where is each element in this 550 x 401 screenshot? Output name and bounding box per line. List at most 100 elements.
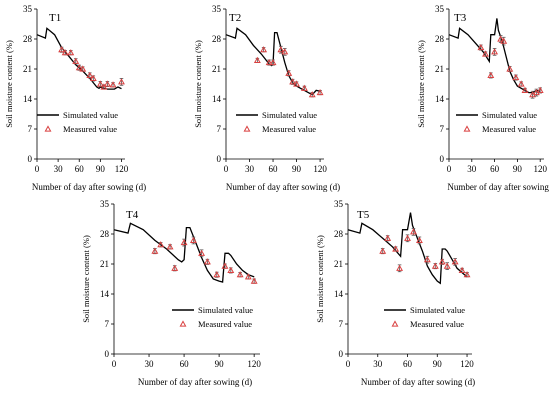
measured-point [451, 258, 459, 265]
measured-point [308, 91, 316, 98]
measured-point [396, 264, 404, 271]
y-tick-label: 14 [212, 94, 222, 104]
x-tick-label: 60 [403, 359, 413, 369]
measured-point [431, 262, 439, 269]
measured-point [265, 58, 273, 66]
measured-point [157, 241, 165, 248]
x-tick-label: 30 [145, 359, 155, 369]
measured-point [392, 245, 400, 252]
x-axis-title: Number of day after sowing (d) [447, 182, 550, 192]
measured-point [293, 80, 301, 87]
x-tick-label: 60 [75, 164, 85, 174]
y-tick-label: 28 [100, 229, 110, 239]
legend-measured-label: Measured value [198, 319, 252, 329]
x-tick-label: 0 [447, 164, 452, 174]
measured-point [410, 228, 417, 235]
measured-point [221, 262, 229, 269]
measured-point [260, 46, 268, 53]
measured-point [171, 264, 179, 271]
x-tick-label: 120 [115, 164, 129, 174]
measured-point [438, 258, 446, 265]
y-tick-label: 35 [23, 4, 33, 14]
measured-point [109, 81, 117, 88]
chart-panel-t1: 0 7 14 21 28 35 0 30 60 90 120 Soil moisture conten… [4, 4, 146, 192]
chart-panel-t4: 0 7 14 21 28 35 0 30 60 90 120 Soil moisture conten… [81, 199, 261, 387]
legend-measured-label: Measured value [262, 124, 316, 134]
y-tick-label: 14 [334, 289, 344, 299]
measured-point [497, 35, 505, 42]
measured-point [482, 50, 489, 57]
x-tick-label: 0 [35, 164, 40, 174]
y-tick-label: 28 [334, 229, 344, 239]
measured-point [96, 80, 104, 87]
x-tick-label: 90 [292, 164, 302, 174]
x-axis-title: Number of day after sowing (d) [32, 182, 146, 192]
x-tick-label: 90 [433, 359, 443, 369]
measured-point [180, 238, 188, 246]
x-axis-title: Number of day after sowing (d) [361, 377, 475, 387]
measured-point [463, 271, 471, 278]
x-tick-label: 120 [313, 164, 327, 174]
legend-marker-swatch [391, 320, 399, 327]
measured-point [86, 71, 94, 79]
measured-point [415, 236, 423, 244]
x-tick-label: 30 [245, 164, 255, 174]
measured-point [198, 249, 206, 256]
measured-point [118, 78, 125, 85]
measured-point [75, 64, 83, 71]
measured-point [316, 88, 324, 96]
y-tick-label: 7 [339, 319, 344, 329]
x-tick-label: 60 [180, 359, 190, 369]
measured-point [491, 48, 499, 55]
measured-point [477, 43, 485, 51]
y-tick-label: 7 [28, 124, 33, 134]
measured-point [277, 46, 285, 53]
measured-point [79, 65, 87, 72]
y-tick-label: 35 [334, 199, 344, 209]
chart-panel-t3: 0 7 14 21 28 35 0 30 60 90 120 Soil moisture conten… [416, 4, 550, 192]
y-tick-label: 28 [435, 34, 445, 44]
measured-point [72, 57, 80, 64]
legend-simulated-label: Simulated value [198, 305, 253, 315]
measured-point [281, 48, 289, 55]
measured-point [458, 266, 466, 274]
x-tick-label: 60 [490, 164, 500, 174]
measured-point [103, 80, 111, 87]
x-tick-label: 60 [269, 164, 279, 174]
x-tick-label: 0 [346, 359, 351, 369]
y-tick-label: 14 [23, 94, 33, 104]
y-tick-label: 35 [212, 4, 222, 14]
legend-simulated-label: Simulated value [410, 305, 465, 315]
measured-point [423, 256, 431, 263]
x-tick-label: 0 [224, 164, 229, 174]
y-tick-label: 21 [100, 259, 109, 269]
measured-point [512, 73, 520, 81]
panel-title: T4 [126, 209, 139, 221]
legend-simulated-label: Simulated value [482, 110, 537, 120]
y-tick-label: 35 [435, 4, 445, 14]
measured-point [244, 273, 252, 280]
y-axis-title: Soil moisture content (%) [416, 40, 426, 128]
y-tick-label: 14 [100, 289, 110, 299]
x-tick-label: 30 [54, 164, 64, 174]
simulated-line [36, 27, 122, 90]
y-axis-title: Soil moisture content (%) [4, 40, 14, 128]
measured-point [500, 37, 508, 44]
measured-point [203, 258, 211, 265]
y-tick-label: 21 [23, 64, 32, 74]
legend-marker-swatch [243, 125, 251, 132]
legend-simulated-label: Simulated value [262, 110, 317, 120]
chart-panel-t5: 0 7 14 21 28 35 0 30 60 90 120 Soil moisture conten… [315, 199, 475, 387]
legend-marker-swatch [463, 125, 471, 132]
measured-point [269, 58, 277, 66]
legend-measured-label: Measured value [482, 124, 536, 134]
x-tick-label: 0 [112, 359, 117, 369]
y-tick-label: 0 [217, 154, 222, 164]
panel-title: T3 [454, 12, 467, 24]
legend-simulated-label: Simulated value [63, 110, 118, 120]
simulated-line [113, 222, 255, 283]
measured-point [189, 236, 197, 244]
y-tick-label: 21 [435, 64, 444, 74]
measured-point [443, 262, 451, 269]
measured-point [166, 243, 174, 250]
